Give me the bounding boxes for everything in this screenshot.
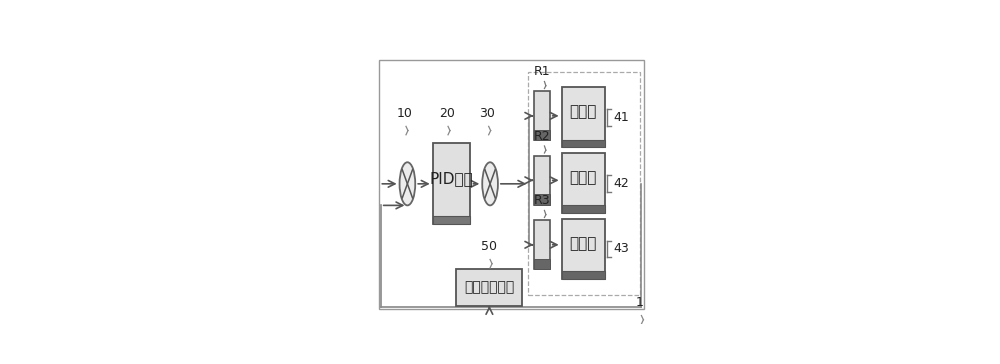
Bar	[534, 130, 550, 141]
Text: 1: 1	[636, 296, 644, 309]
Bar	[562, 219, 605, 279]
Bar	[562, 139, 605, 147]
Bar	[534, 194, 550, 205]
Text: 20: 20	[439, 107, 455, 120]
Ellipse shape	[482, 162, 498, 205]
Text: 41: 41	[613, 111, 629, 124]
Bar	[433, 216, 470, 225]
Bar	[379, 60, 644, 309]
Bar	[528, 72, 640, 294]
Bar	[534, 156, 550, 205]
Bar	[562, 153, 605, 213]
Bar	[534, 91, 550, 141]
Text: PID单元: PID单元	[430, 171, 473, 186]
Ellipse shape	[400, 162, 415, 205]
Text: 加热区: 加热区	[570, 170, 597, 185]
Text: 温度反馈单元: 温度反馈单元	[464, 281, 515, 294]
Bar	[562, 87, 605, 147]
Bar	[534, 258, 550, 269]
Text: 50: 50	[481, 240, 497, 253]
Text: 42: 42	[613, 177, 629, 190]
Bar	[433, 143, 470, 225]
Text: 10: 10	[397, 107, 413, 120]
Bar	[562, 205, 605, 213]
Text: 加热区: 加热区	[570, 104, 597, 119]
Text: R2: R2	[533, 130, 550, 143]
Bar	[456, 269, 522, 306]
Text: 43: 43	[613, 242, 629, 256]
Text: R1: R1	[533, 65, 550, 78]
Bar	[534, 220, 550, 269]
Text: R3: R3	[533, 194, 550, 207]
Text: 30: 30	[479, 107, 495, 120]
Text: 加热区: 加热区	[570, 236, 597, 251]
Bar	[562, 271, 605, 279]
